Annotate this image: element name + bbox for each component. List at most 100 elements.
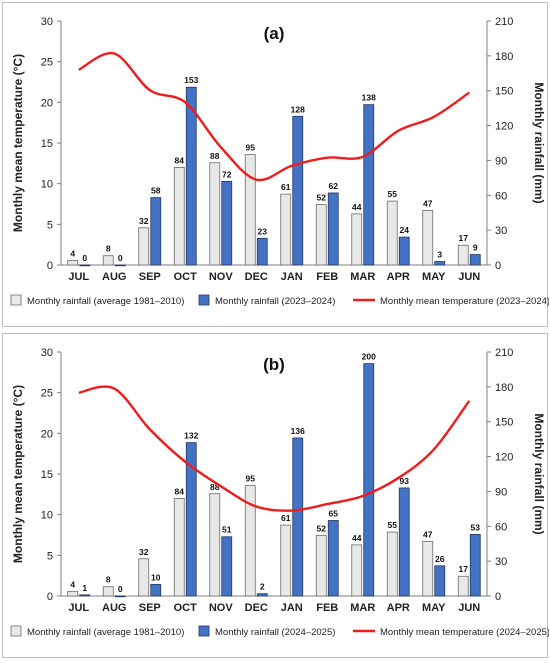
- bar-average-rainfall: [422, 209, 434, 266]
- left-tick-label: 25: [41, 57, 53, 69]
- left-tick-label: 15: [41, 469, 53, 481]
- bar-value-label: 84: [175, 155, 185, 165]
- bar-value-label: 128: [291, 104, 305, 114]
- bar-season-rainfall: [292, 437, 304, 597]
- bar-average-rainfall: [244, 154, 256, 266]
- x-tick-label: NOV: [209, 602, 234, 614]
- bar-value-label: 17: [459, 564, 469, 574]
- bar-value-label: 3: [437, 250, 442, 260]
- x-tick-label: JUN: [458, 602, 480, 614]
- bar-value-label: 138: [362, 93, 376, 103]
- bar-value-label: 0: [118, 253, 123, 263]
- bar-season-rainfall: [150, 197, 162, 266]
- bar-average-rainfall: [102, 586, 114, 597]
- bar-average-rainfall: [351, 213, 363, 266]
- chart-panel-b: 0 5 10 15 20 25 30 0 30 60 90 120 150 180 210 Monthly m…: [2, 333, 550, 658]
- bar-average-rainfall: [315, 535, 327, 597]
- bar-value-label: 4: [70, 579, 75, 589]
- left-tick-label: 25: [41, 388, 53, 400]
- bar-season-rainfall: [363, 104, 375, 266]
- bar-season-rainfall: [292, 115, 304, 266]
- x-tick-label: OCT: [174, 602, 198, 614]
- bar-average-rainfall: [102, 255, 114, 266]
- bar-season-rainfall: [398, 487, 410, 597]
- bar-value-label: 47: [423, 198, 433, 208]
- bar-value-label: 132: [184, 431, 198, 441]
- bar-value-label: 52: [317, 193, 327, 203]
- x-tick-label: JAN: [281, 271, 303, 283]
- bar-value-label: 32: [139, 216, 149, 226]
- bar-season-rainfall: [185, 442, 197, 597]
- legend-label-season-rainfall: Monthly rainfall (2023–2024): [215, 296, 335, 307]
- bar-value-label: 88: [210, 482, 220, 492]
- right-tick-label: 180: [495, 51, 513, 63]
- right-tick-label: 0: [495, 591, 501, 603]
- bar-average-rainfall: [67, 590, 79, 597]
- bar-average-rainfall: [422, 540, 434, 597]
- bar-value-label: 23: [258, 226, 268, 236]
- bar-average-rainfall: [315, 204, 327, 266]
- bar-value-label: 9: [473, 243, 478, 253]
- bar-value-label: 51: [222, 525, 232, 535]
- left-tick-label: 0: [47, 260, 53, 272]
- bar-value-label: 8: [106, 575, 111, 585]
- bar-value-label: 84: [175, 486, 185, 496]
- x-tick-label: SEP: [139, 271, 161, 283]
- bar-value-label: 65: [329, 508, 339, 518]
- bar-value-label: 8: [106, 244, 111, 254]
- bar-value-label: 62: [329, 181, 339, 191]
- x-tick-label: FEB: [316, 271, 338, 283]
- legend-label-temperature: Monthly mean temperature (2023–2024): [380, 296, 549, 307]
- left-tick-label: 5: [47, 550, 53, 562]
- bar-average-rainfall: [173, 497, 185, 597]
- bar-value-label: 44: [352, 202, 362, 212]
- bar-average-rainfall: [386, 531, 398, 597]
- x-tick-label: APR: [387, 602, 410, 614]
- bar-value-label: 44: [352, 533, 362, 543]
- bar-season-rainfall: [398, 236, 410, 266]
- left-tick-label: 10: [41, 179, 53, 191]
- bar-value-label: 2: [260, 582, 265, 592]
- temperature-line: [78, 385, 471, 512]
- legend-swatch-average-rainfall: [10, 625, 22, 637]
- bar-value-label: 4: [70, 248, 75, 258]
- right-tick-label: 120: [495, 452, 513, 464]
- x-tick-label: FEB: [316, 602, 338, 614]
- y-axis-title: Monthly mean temperature (°C): [11, 54, 25, 232]
- x-tick-label: OCT: [174, 271, 198, 283]
- left-tick-label: 30: [41, 16, 53, 28]
- bar-value-label: 153: [184, 75, 198, 85]
- x-tick-label: NOV: [209, 271, 234, 283]
- bar-season-rainfall: [150, 583, 162, 597]
- x-tick-label: MAY: [422, 271, 446, 283]
- x-tick-label: SEP: [139, 602, 161, 614]
- legend-swatch-season-rainfall: [198, 294, 210, 306]
- bar-value-label: 95: [246, 143, 256, 153]
- bar-season-rainfall: [221, 536, 233, 597]
- bar-value-label: 95: [246, 474, 256, 484]
- bar-average-rainfall: [280, 193, 292, 266]
- bar-season-rainfall: [327, 192, 339, 266]
- right-tick-label: 180: [495, 382, 513, 394]
- x-tick-label: MAY: [422, 602, 446, 614]
- right-tick-label: 210: [495, 16, 513, 28]
- bar-season-rainfall: [469, 254, 481, 266]
- x-tick-label: DEC: [245, 271, 268, 283]
- x-tick-label: AUG: [102, 271, 126, 283]
- bar-value-label: 32: [139, 547, 149, 557]
- bar-season-rainfall: [327, 520, 339, 597]
- bar-average-rainfall: [457, 575, 469, 597]
- bar-value-label: 1: [82, 583, 87, 593]
- y2-axis-title: Monthly rainfall (mm): [532, 413, 546, 534]
- right-tick-label: 150: [495, 86, 513, 98]
- left-tick-label: 0: [47, 591, 53, 603]
- legend-label-average-rainfall: Monthly rainfall (average 1981–2010): [27, 296, 184, 307]
- bar-average-rainfall: [280, 524, 292, 597]
- legend-label-temperature: Monthly mean temperature (2024–2025): [380, 627, 549, 638]
- x-tick-label: DEC: [245, 602, 268, 614]
- y2-axis-title: Monthly rainfall (mm): [532, 82, 546, 203]
- bar-value-label: 0: [82, 253, 87, 263]
- bar-season-rainfall: [256, 593, 268, 597]
